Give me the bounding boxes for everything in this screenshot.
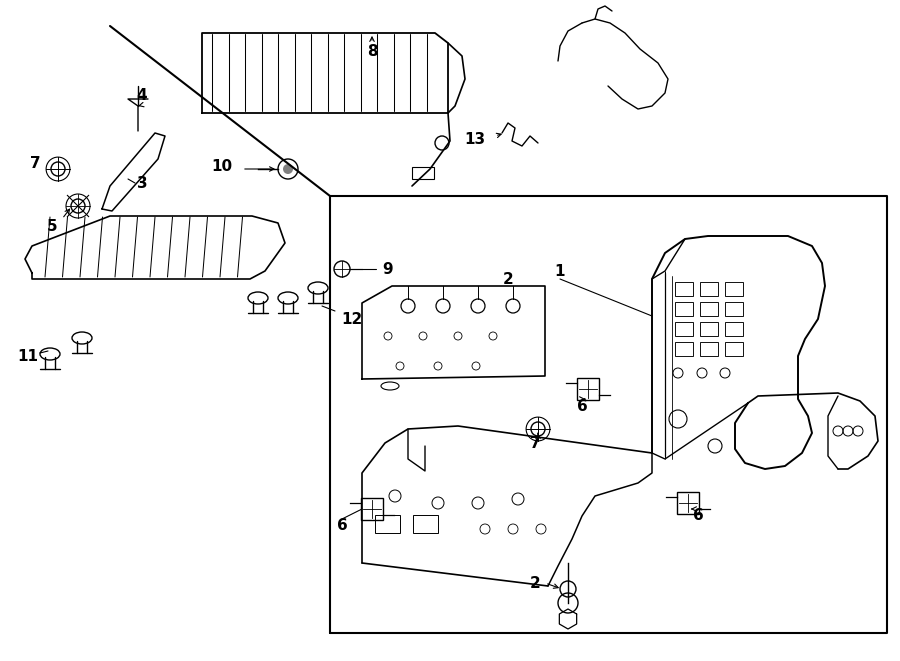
Bar: [700, 322, 718, 336]
Text: 6: 6: [693, 508, 704, 524]
Text: 5: 5: [47, 219, 58, 233]
Text: 13: 13: [464, 132, 486, 147]
Bar: [675, 342, 693, 356]
Bar: [725, 342, 743, 356]
Text: 12: 12: [341, 311, 363, 327]
Bar: [577, 378, 599, 400]
Text: 7: 7: [530, 436, 540, 451]
Bar: [412, 167, 434, 179]
Text: 11: 11: [17, 348, 39, 364]
Bar: [725, 322, 743, 336]
Text: 6: 6: [577, 399, 588, 414]
Bar: [677, 492, 699, 514]
Bar: [700, 342, 718, 356]
Bar: [700, 302, 718, 316]
Text: 2: 2: [529, 576, 540, 590]
Text: 4: 4: [137, 89, 148, 104]
Text: 6: 6: [337, 518, 347, 533]
Bar: [375, 515, 400, 533]
Text: 3: 3: [137, 176, 148, 190]
Bar: [725, 282, 743, 296]
Text: 9: 9: [382, 262, 393, 276]
Bar: [675, 302, 693, 316]
Text: 8: 8: [366, 44, 377, 59]
Text: 1: 1: [554, 264, 565, 278]
Bar: [725, 302, 743, 316]
Bar: [675, 282, 693, 296]
Text: 7: 7: [30, 155, 40, 171]
Bar: [361, 498, 383, 520]
Text: 10: 10: [212, 159, 232, 173]
Text: 2: 2: [502, 272, 513, 286]
Circle shape: [283, 164, 293, 174]
Bar: [675, 322, 693, 336]
Bar: [413, 515, 438, 533]
Bar: [700, 282, 718, 296]
